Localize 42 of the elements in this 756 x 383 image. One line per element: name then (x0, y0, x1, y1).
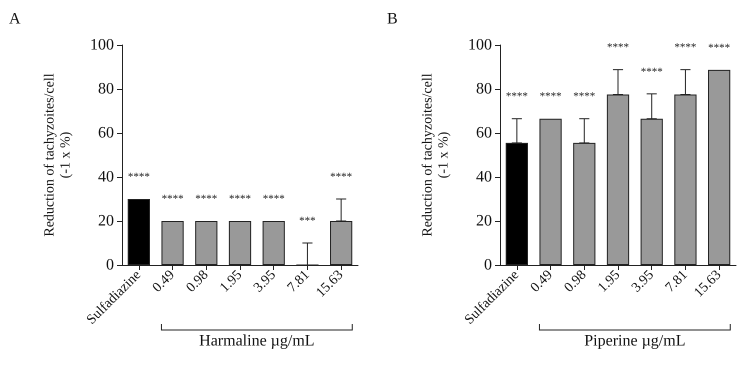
y-tick-label: 80 (476, 80, 492, 98)
annotation: **** (506, 90, 528, 103)
annotation: **** (330, 171, 352, 183)
annotation: **** (708, 42, 730, 54)
y-tick-label: 40 (476, 168, 492, 186)
y-tick-label: 0 (106, 256, 114, 274)
x-axis-title: Piperine µg/mL (584, 332, 686, 350)
y-tick-label: 60 (98, 124, 114, 142)
annotation: **** (128, 171, 150, 183)
x-tick-label: 1.95 (217, 268, 246, 296)
y-tick-label: 100 (90, 36, 114, 54)
x-tick-label: 0.98 (562, 268, 590, 296)
y-tick-label: 0 (484, 256, 492, 274)
x-tick-label: 7.81 (284, 268, 313, 296)
annotation: **** (674, 42, 696, 54)
annotation: **** (195, 193, 218, 205)
annotation: **** (640, 66, 663, 78)
annotation: **** (607, 42, 629, 54)
annotation: **** (229, 193, 251, 205)
y-tick-label: 40 (98, 168, 114, 186)
x-axis-title: Harmaline µg/mL (199, 332, 315, 350)
annotation: **** (573, 90, 596, 103)
annotation: *** (299, 215, 316, 227)
y-axis-title: Reduction of tachyzoites/cell (-1 x %) (420, 73, 452, 237)
x-tick-label: 1.95 (595, 268, 624, 296)
x-tick-label: 7.81 (662, 268, 691, 296)
x-tick-label: 3.95 (251, 268, 280, 296)
x-tick-label: 0.98 (184, 268, 212, 296)
annotation: **** (162, 193, 184, 205)
annotation: **** (262, 193, 285, 205)
chart-title: B (387, 10, 398, 28)
y-axis-title: Reduction of tachyzoites/cell (-1 x %) (42, 73, 74, 237)
y-tick-label: 20 (98, 212, 114, 230)
annotation: **** (540, 90, 562, 103)
x-tick-label: 3.95 (629, 268, 658, 296)
y-tick-label: 100 (468, 36, 492, 54)
chart-title: A (9, 10, 21, 28)
x-tick-label: 0.49 (528, 268, 556, 296)
x-tick-label: 0.49 (150, 268, 178, 296)
y-tick-label: 80 (98, 80, 114, 98)
y-tick-label: 60 (476, 124, 492, 142)
y-tick-label: 20 (476, 212, 492, 230)
